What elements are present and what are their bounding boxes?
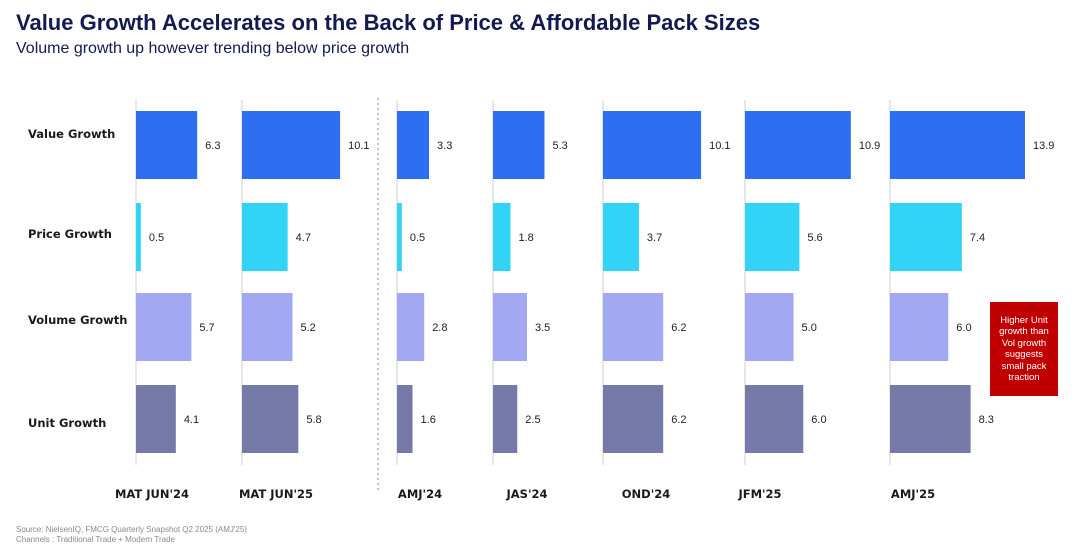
bar-volume-growth-ond-24 bbox=[603, 293, 664, 361]
value-label-volume-growth-ond-24: 6.2 bbox=[671, 322, 686, 334]
bar-price-growth-mat-jun-25 bbox=[242, 203, 288, 271]
bar-volume-growth-mat-jun-24 bbox=[136, 293, 192, 361]
bar-unit-growth-jfm-25 bbox=[745, 385, 804, 453]
row-label-volume-growth: Volume Growth bbox=[28, 313, 127, 327]
bar-value-growth-jas-24 bbox=[493, 111, 545, 179]
small-pack-callout: Higher Unit growth than Vol growth sugge… bbox=[990, 302, 1058, 396]
value-label-unit-growth-jas-24: 2.5 bbox=[525, 414, 540, 426]
value-label-value-growth-amj-24: 3.3 bbox=[437, 140, 452, 152]
value-label-value-growth-jfm-25: 10.9 bbox=[859, 140, 880, 152]
source-note: Source: NielsenIQ, FMCG Quarterly Snapsh… bbox=[16, 525, 247, 534]
value-label-volume-growth-amj-24: 2.8 bbox=[432, 322, 447, 334]
period-label-amj-25: AMJ'25 bbox=[891, 487, 935, 501]
bar-volume-growth-amj-25 bbox=[890, 293, 949, 361]
value-label-unit-growth-ond-24: 6.2 bbox=[671, 414, 686, 426]
bar-price-growth-amj-25 bbox=[890, 203, 962, 271]
value-label-price-growth-ond-24: 3.7 bbox=[647, 232, 662, 244]
value-label-volume-growth-jfm-25: 5.0 bbox=[802, 322, 817, 334]
period-label-amj-24: AMJ'24 bbox=[398, 487, 442, 501]
value-label-value-growth-amj-25: 13.9 bbox=[1033, 140, 1054, 152]
bar-value-growth-amj-25 bbox=[890, 111, 1025, 179]
bar-unit-growth-amj-24 bbox=[397, 385, 413, 453]
value-label-price-growth-amj-25: 7.4 bbox=[970, 232, 985, 244]
value-label-unit-growth-jfm-25: 6.0 bbox=[811, 414, 826, 426]
bar-value-growth-mat-jun-25 bbox=[242, 111, 341, 179]
bar-value-growth-jfm-25 bbox=[745, 111, 851, 179]
period-label-jfm-25: JFM'25 bbox=[737, 487, 781, 501]
channels-note: Channels : Traditional Trade + Modern Tr… bbox=[16, 535, 175, 544]
value-label-unit-growth-mat-jun-25: 5.8 bbox=[306, 414, 321, 426]
bar-price-growth-ond-24 bbox=[603, 203, 639, 271]
value-label-unit-growth-amj-25: 8.3 bbox=[979, 414, 994, 426]
value-label-volume-growth-mat-jun-25: 5.2 bbox=[301, 322, 316, 334]
bar-unit-growth-jas-24 bbox=[493, 385, 518, 453]
value-label-volume-growth-jas-24: 3.5 bbox=[535, 322, 550, 334]
bar-value-growth-ond-24 bbox=[603, 111, 702, 179]
row-label-unit-growth: Unit Growth bbox=[28, 416, 106, 430]
page-subtitle: Volume growth up however trending below … bbox=[16, 40, 410, 57]
value-label-unit-growth-mat-jun-24: 4.1 bbox=[184, 414, 199, 426]
bar-volume-growth-jfm-25 bbox=[745, 293, 794, 361]
bar-value-growth-mat-jun-24 bbox=[136, 111, 198, 179]
bar-volume-growth-mat-jun-25 bbox=[242, 293, 293, 361]
value-label-value-growth-jas-24: 5.3 bbox=[552, 140, 567, 152]
row-label-price-growth: Price Growth bbox=[28, 227, 112, 241]
value-label-price-growth-mat-jun-24: 0.5 bbox=[149, 232, 164, 244]
value-label-value-growth-mat-jun-24: 6.3 bbox=[205, 140, 220, 152]
page-title: Value Growth Accelerates on the Back of … bbox=[16, 10, 761, 35]
value-label-value-growth-ond-24: 10.1 bbox=[709, 140, 730, 152]
row-label-value-growth: Value Growth bbox=[28, 127, 115, 141]
bar-price-growth-amj-24 bbox=[397, 203, 402, 271]
period-label-mat-jun-25: MAT JUN'25 bbox=[239, 487, 313, 501]
bar-price-growth-jas-24 bbox=[493, 203, 511, 271]
value-label-volume-growth-mat-jun-24: 5.7 bbox=[199, 322, 214, 334]
bar-unit-growth-mat-jun-24 bbox=[136, 385, 176, 453]
value-label-price-growth-jfm-25: 5.6 bbox=[807, 232, 822, 244]
period-label-mat-jun-24: MAT JUN'24 bbox=[115, 487, 189, 501]
bar-value-growth-amj-24 bbox=[397, 111, 430, 179]
value-label-price-growth-amj-24: 0.5 bbox=[410, 232, 425, 244]
value-label-volume-growth-amj-25: 6.0 bbox=[956, 322, 971, 334]
bar-price-growth-jfm-25 bbox=[745, 203, 800, 271]
period-label-ond-24: OND'24 bbox=[622, 487, 670, 501]
bar-volume-growth-amj-24 bbox=[397, 293, 425, 361]
period-label-jas-24: JAS'24 bbox=[506, 487, 548, 501]
value-label-unit-growth-amj-24: 1.6 bbox=[421, 414, 436, 426]
bar-unit-growth-ond-24 bbox=[603, 385, 664, 453]
value-label-value-growth-mat-jun-25: 10.1 bbox=[348, 140, 369, 152]
bar-unit-growth-mat-jun-25 bbox=[242, 385, 299, 453]
bar-volume-growth-jas-24 bbox=[493, 293, 527, 361]
value-label-price-growth-jas-24: 1.8 bbox=[518, 232, 533, 244]
bar-price-growth-mat-jun-24 bbox=[136, 203, 141, 271]
value-label-price-growth-mat-jun-25: 4.7 bbox=[296, 232, 311, 244]
bar-unit-growth-amj-25 bbox=[890, 385, 971, 453]
